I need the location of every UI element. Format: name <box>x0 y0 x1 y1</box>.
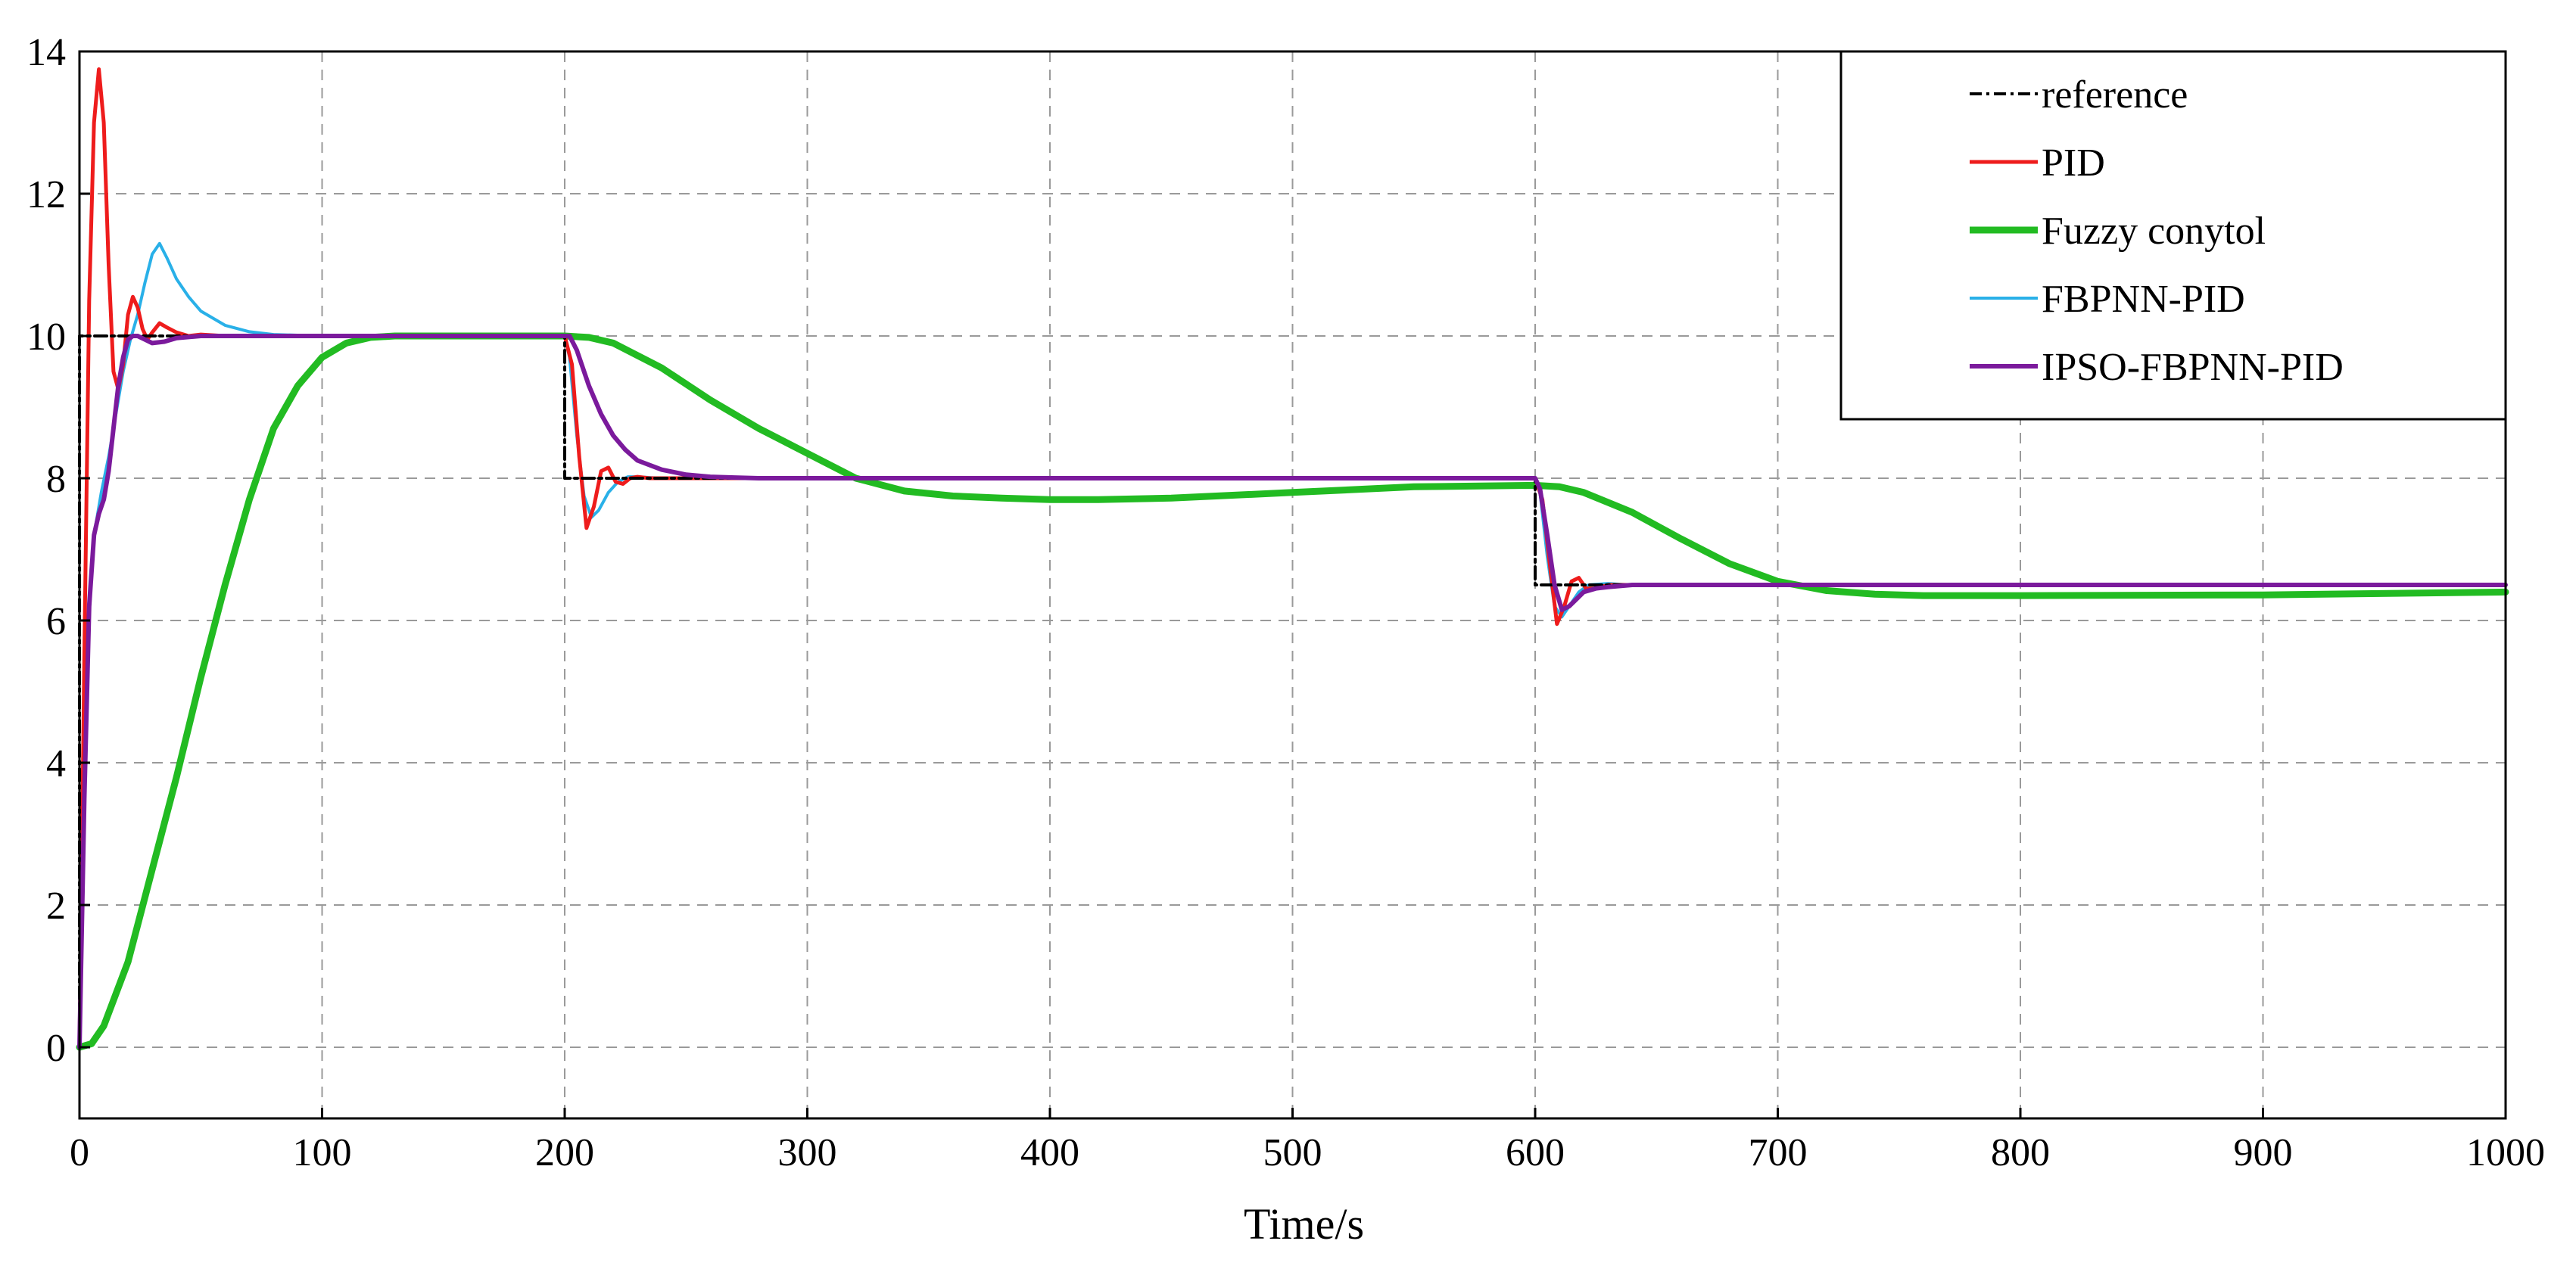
x-tick-label: 800 <box>1991 1131 2050 1174</box>
x-tick-label: 0 <box>70 1131 89 1174</box>
legend-box <box>1839 50 2507 421</box>
x-tick-label: 300 <box>778 1131 837 1174</box>
x-axis-label: Time/s <box>1244 1199 1364 1249</box>
legend-label: PID <box>2042 142 2105 185</box>
x-tick-label: 1000 <box>2466 1131 2545 1174</box>
series-line-ipso-fbpnn-pid <box>77 334 2508 1050</box>
series-lines <box>76 67 2509 1051</box>
legend-label: reference <box>2042 73 2188 117</box>
y-tick-label: 4 <box>46 742 66 785</box>
y-tick-label: 8 <box>46 458 66 501</box>
axis-ticks: 0 100 200 300 400 500 600 700 800 900 1000 0 2 4 6 8 10 1… <box>26 31 2545 1174</box>
y-tick-label: 10 <box>26 316 66 359</box>
y-tick-label: 6 <box>46 600 66 643</box>
x-tick-label: 100 <box>293 1131 352 1174</box>
legend-label: Fuzzy conytol <box>2042 210 2266 253</box>
y-tick-label: 12 <box>26 173 66 216</box>
x-tick-label: 400 <box>1020 1131 1079 1174</box>
y-tick-label: 2 <box>46 885 66 928</box>
legend-label: IPSO-FBPNN-PID <box>2042 346 2344 389</box>
x-tick-label: 500 <box>1263 1131 1322 1174</box>
x-tick-label: 600 <box>1506 1131 1565 1174</box>
legend-label: FBPNN-PID <box>2042 278 2245 321</box>
legend: reference PID Fuzzy conytol FBPNN-PID IPSO-F… <box>1839 50 2507 421</box>
x-tick-label: 700 <box>1749 1131 1808 1174</box>
y-tick-label: 14 <box>26 31 66 74</box>
x-tick-label: 900 <box>2234 1131 2293 1174</box>
x-tick-label: 200 <box>535 1131 594 1174</box>
series-line-fuzzy-conytol <box>76 332 2509 1051</box>
y-tick-label: 0 <box>46 1027 66 1070</box>
